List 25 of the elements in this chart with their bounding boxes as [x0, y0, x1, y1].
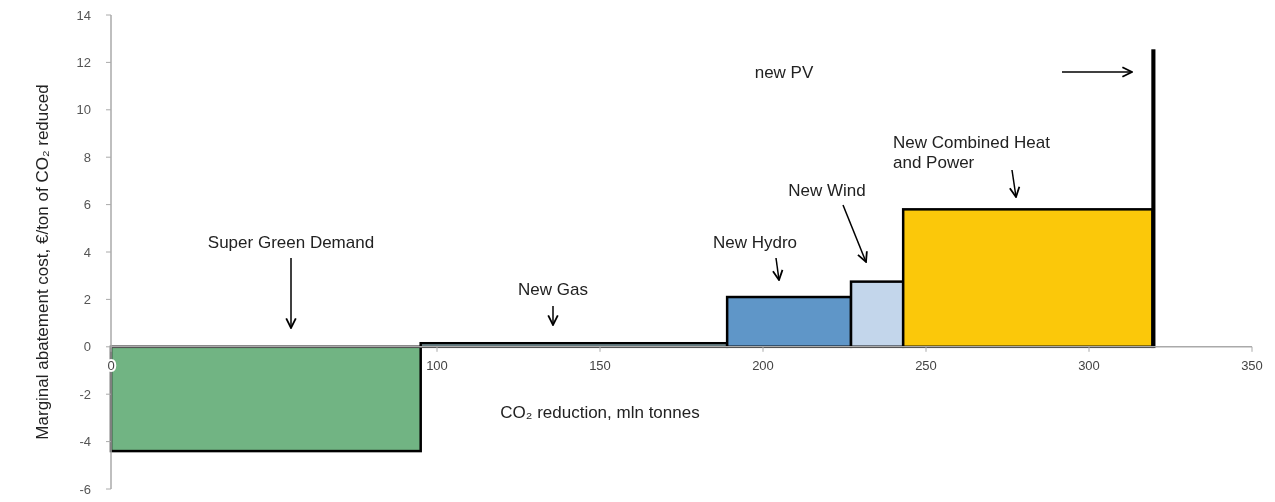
y-tick-label: 6 — [83, 197, 91, 213]
x-tick-label: 250 — [915, 357, 937, 373]
y-tick-label: 10 — [76, 102, 91, 118]
annotation: New Combined Heat and Power — [893, 133, 1051, 172]
y-tick-label: 4 — [83, 244, 91, 260]
x-tick-label: 100 — [426, 357, 448, 373]
y-tick-label: 8 — [83, 149, 91, 165]
x-axis-title: CO₂ reduction, mln tonnes — [500, 403, 700, 422]
y-tick-label: 12 — [76, 54, 91, 70]
annotation: New Gas — [518, 280, 588, 299]
y-tick-label: 14 — [76, 7, 91, 23]
annotation: Super Green Demand — [207, 233, 375, 252]
x-tick-label: 300 — [1078, 357, 1100, 373]
y-tick-label: -2 — [79, 386, 91, 402]
y-tick-label: -6 — [79, 481, 91, 497]
y-tick-label: 0 — [83, 339, 91, 355]
x-tick-label: 150 — [589, 357, 611, 373]
annotation: New Hydro — [712, 233, 798, 252]
annotation: New Wind — [788, 181, 866, 200]
annotation: new PV — [754, 63, 814, 82]
x-tick-label: 350 — [1241, 357, 1263, 373]
y-tick-label: 2 — [83, 291, 91, 307]
y-tick-label: -4 — [79, 434, 91, 450]
y-axis-title: Marginal abatement cost, €/ton of CO₂ reduced — [33, 84, 52, 440]
x-tick-label: 200 — [752, 357, 774, 373]
